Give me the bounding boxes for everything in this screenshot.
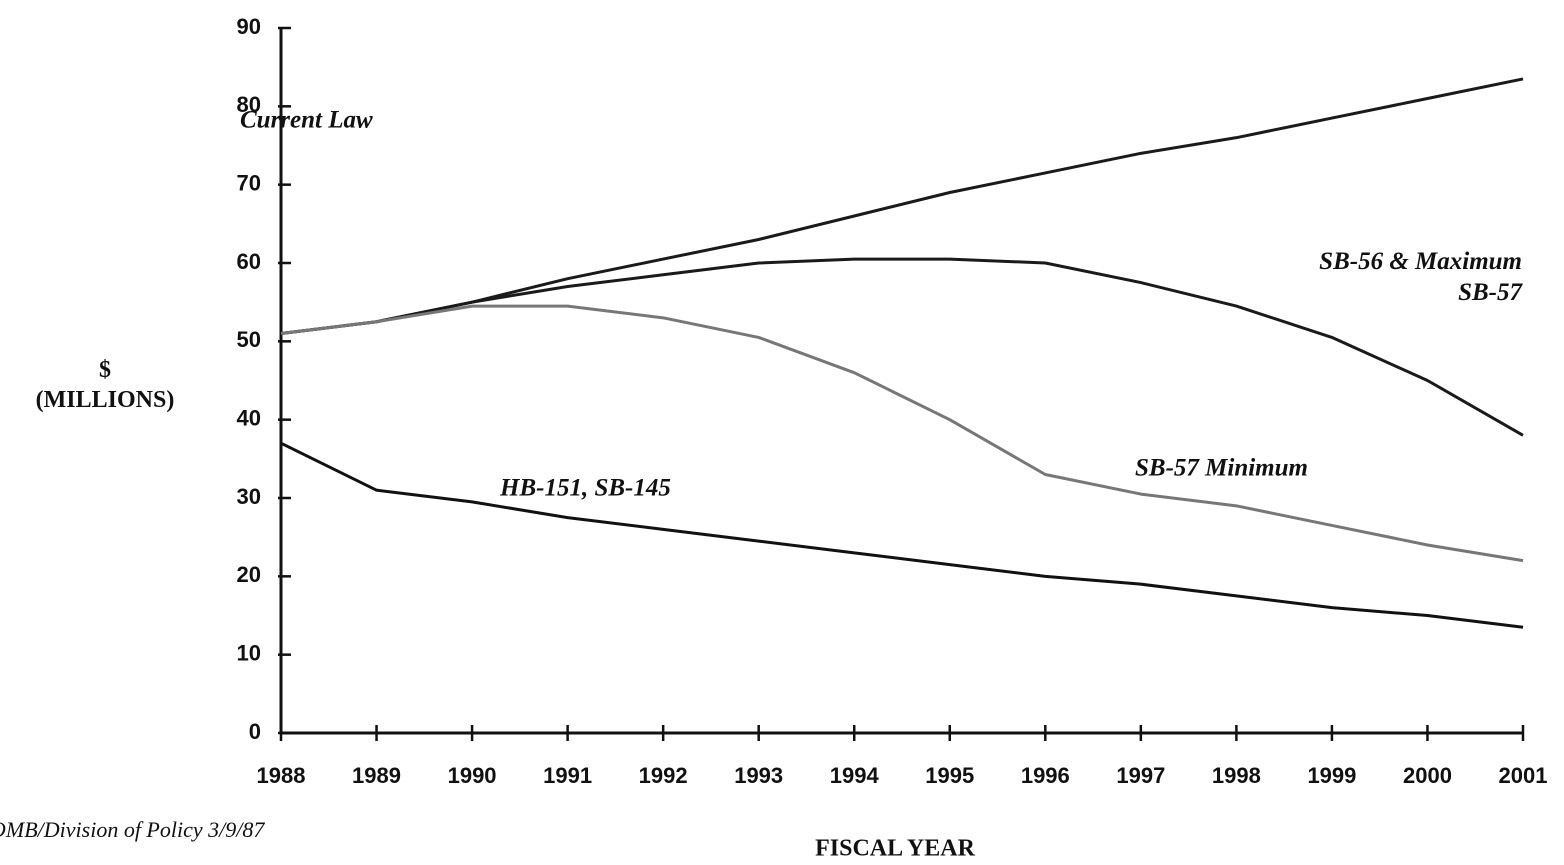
x-tick-label: 1996 <box>1021 763 1070 788</box>
y-tick-label: 40 <box>237 405 261 430</box>
y-tick-label: 0 <box>249 719 261 744</box>
footnote: OMB/Division of Policy 3/9/87 <box>0 817 265 842</box>
x-tick-label: 1994 <box>830 763 880 788</box>
x-tick-label: 1992 <box>639 763 688 788</box>
y-tick-label: 70 <box>237 170 261 195</box>
y-tick-label: 20 <box>237 562 261 587</box>
series-label: SB-57 Minimum <box>1135 455 1308 482</box>
y-axis-label: $ (MILLIONS) <box>35 357 175 413</box>
x-tick-label: 1995 <box>925 763 974 788</box>
x-tick-label: 1998 <box>1212 763 1261 788</box>
line-series <box>280 257 1524 437</box>
x-tick-label: 1990 <box>448 763 497 788</box>
x-tick-label: 1999 <box>1307 763 1356 788</box>
y-tick-label: 50 <box>237 327 261 352</box>
line-series <box>280 441 1524 629</box>
x-tick-label: 2001 <box>1499 763 1548 788</box>
series-label: HB-151, SB-145 <box>499 475 671 502</box>
y-tick-label: 60 <box>237 249 261 274</box>
y-tick-label: 90 <box>237 14 261 39</box>
series-label: Current Law <box>240 107 373 134</box>
x-tick-label: 1997 <box>1116 763 1165 788</box>
x-tick-label: 2000 <box>1403 763 1452 788</box>
x-axis-label: FISCAL YEAR <box>815 836 975 862</box>
x-tick-label: 1993 <box>734 763 783 788</box>
y-tick-label: 30 <box>237 484 261 509</box>
line-series <box>280 304 1524 563</box>
x-tick-label: 1991 <box>543 763 592 788</box>
y-tick-label: 10 <box>237 640 261 665</box>
series-label: SB-56 & Maximum SB-57 <box>1319 248 1522 307</box>
x-tick-label: 1988 <box>257 763 306 788</box>
x-tick-label: 1989 <box>352 763 401 788</box>
y-tick-label: 80 <box>237 92 261 117</box>
